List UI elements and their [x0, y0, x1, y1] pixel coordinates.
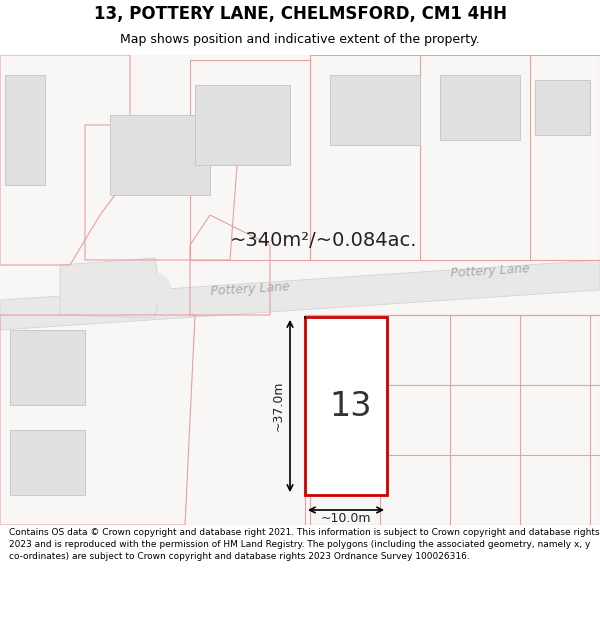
- Text: Pottery Lane: Pottery Lane: [450, 262, 530, 280]
- Text: Pottery Lane: Pottery Lane: [210, 280, 290, 298]
- Bar: [535, 80, 590, 135]
- Bar: [110, 115, 210, 195]
- Polygon shape: [60, 258, 160, 318]
- Bar: [10, 430, 85, 495]
- Bar: [10, 330, 85, 405]
- Text: Contains OS data © Crown copyright and database right 2021. This information is : Contains OS data © Crown copyright and d…: [9, 528, 599, 561]
- Text: 13: 13: [330, 389, 372, 422]
- Ellipse shape: [139, 273, 171, 303]
- Bar: [440, 75, 520, 140]
- Bar: [5, 75, 45, 185]
- Text: Map shows position and indicative extent of the property.: Map shows position and indicative extent…: [120, 33, 480, 46]
- Polygon shape: [0, 260, 600, 330]
- Text: 13, POTTERY LANE, CHELMSFORD, CM1 4HH: 13, POTTERY LANE, CHELMSFORD, CM1 4HH: [94, 5, 506, 22]
- Text: ~10.0m: ~10.0m: [321, 512, 371, 525]
- Bar: [330, 75, 420, 145]
- Text: ~37.0m: ~37.0m: [272, 381, 285, 431]
- Bar: [195, 85, 290, 165]
- Bar: [305, 317, 387, 495]
- Text: ~340m²/~0.084ac.: ~340m²/~0.084ac.: [230, 231, 418, 249]
